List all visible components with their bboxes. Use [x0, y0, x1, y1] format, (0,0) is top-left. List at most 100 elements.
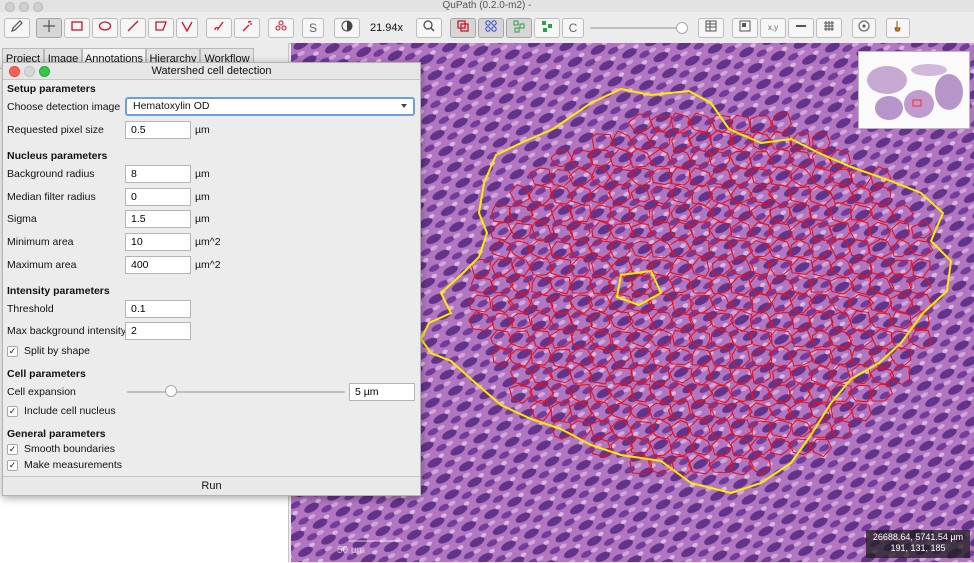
cell-outline — [769, 276, 795, 295]
cell-outline — [851, 364, 872, 385]
cell-outline — [729, 131, 752, 152]
background-radius-field[interactable] — [125, 165, 191, 183]
zoom-window-button[interactable] — [33, 2, 43, 12]
show-tma-grid-button[interactable] — [478, 18, 504, 38]
rectangle-tool-button[interactable] — [64, 18, 90, 38]
opacity-slider[interactable] — [590, 27, 686, 29]
cell-outline — [550, 367, 573, 384]
pencil-tool-button[interactable] — [4, 18, 30, 38]
split-by-shape-checkbox[interactable]: ✓ — [7, 346, 18, 357]
include-nucleus-checkbox[interactable]: ✓ — [7, 406, 18, 417]
show-scalebar-button[interactable] — [788, 18, 814, 38]
sigma-field[interactable] — [125, 210, 191, 228]
measurement-table-button[interactable] — [698, 18, 724, 38]
cell-outline — [590, 204, 612, 223]
contrast-icon — [341, 20, 353, 32]
pixel-size-unit: µm — [195, 124, 210, 136]
cell-detections — [468, 112, 934, 476]
cell-outline — [790, 256, 814, 275]
show-connections-button[interactable]: C — [562, 18, 584, 38]
log-viewer-button[interactable] — [886, 18, 910, 38]
overview-thumbnail[interactable] — [858, 51, 970, 129]
dialog-minimize-button[interactable] — [24, 66, 35, 77]
cell-outline — [570, 383, 592, 404]
dialog-close-button[interactable] — [9, 66, 20, 77]
opacity-slider-knob[interactable] — [676, 22, 688, 34]
zoom-level: 21.94x — [370, 22, 404, 34]
brightness-contrast-button[interactable] — [334, 18, 360, 38]
cell-outline — [891, 202, 915, 223]
polyline-icon — [181, 21, 193, 33]
show-grid-button[interactable] — [816, 18, 842, 38]
polyline-tool-button[interactable] — [176, 18, 198, 38]
sigma-unit: µm — [195, 213, 210, 225]
cell-outline — [730, 367, 753, 386]
threshold-field[interactable] — [125, 300, 191, 318]
make-measurements-checkbox[interactable]: ✓ — [7, 460, 18, 471]
move-tool-button[interactable] — [36, 18, 62, 38]
close-window-button[interactable] — [5, 2, 15, 12]
min-area-label: Minimum area — [7, 236, 74, 248]
cell-expansion-knob[interactable] — [164, 385, 177, 397]
show-detections-button[interactable] — [506, 18, 532, 38]
ellipse-tool-button[interactable] — [92, 18, 118, 38]
cell-outline — [589, 310, 611, 332]
checkmark-icon: ✓ — [8, 444, 17, 454]
points-icon — [275, 20, 287, 31]
pixel-size-field[interactable] — [125, 121, 191, 139]
selection-mode-button[interactable]: S — [302, 18, 324, 38]
max-bg-label: Max background intensity — [7, 325, 127, 337]
max-bg-field[interactable] — [125, 322, 191, 340]
max-area-field[interactable] — [125, 256, 191, 274]
cell-outline — [829, 277, 855, 295]
ellipse-icon — [98, 21, 112, 31]
max-area-label: Maximum area — [7, 259, 77, 271]
cell-expansion-slider[interactable] — [127, 391, 345, 393]
cell-outline — [668, 239, 691, 258]
cell-expansion-field[interactable] — [349, 383, 415, 401]
detection-image-select[interactable]: Hematoxylin OD — [125, 97, 415, 116]
cell-outline — [792, 313, 812, 330]
cell-outline — [671, 293, 695, 314]
smooth-boundaries-checkbox[interactable]: ✓ — [7, 444, 18, 455]
cell-outline — [728, 256, 753, 277]
cell-outline — [828, 222, 852, 241]
checkmark-icon: ✓ — [8, 460, 17, 470]
cell-outline — [729, 114, 751, 133]
cell-outline — [511, 312, 532, 330]
cell-outline — [869, 165, 892, 187]
show-location-button[interactable]: x,y — [760, 18, 786, 38]
cell-outline — [731, 346, 751, 369]
cell-outline — [850, 275, 872, 296]
zoom-to-fit-button[interactable] — [416, 18, 442, 38]
cell-outline — [709, 346, 731, 367]
line-tool-button[interactable] — [120, 18, 146, 38]
show-annotations-button[interactable] — [450, 18, 476, 38]
cell-outline — [889, 294, 913, 314]
dialog-zoom-button[interactable] — [39, 66, 50, 77]
cell-outline — [891, 238, 912, 258]
cell-outline — [790, 238, 811, 258]
cell-outline — [549, 294, 573, 314]
brush-tool-button[interactable] — [206, 18, 232, 38]
minimize-window-button[interactable] — [19, 2, 29, 12]
min-area-unit: µm^2 — [195, 236, 221, 248]
cell-outline — [868, 312, 892, 330]
cell-outline — [471, 274, 495, 294]
points-tool-button[interactable] — [268, 18, 294, 38]
pixel-classifier-button[interactable] — [852, 18, 876, 38]
pencil-icon — [11, 20, 23, 32]
wand-tool-button[interactable] — [234, 18, 260, 38]
median-filter-label: Median filter radius — [7, 191, 96, 203]
intensity-section-title: Intensity parameters — [7, 285, 110, 297]
polygon-tool-button[interactable] — [148, 18, 174, 38]
fill-detections-button[interactable] — [534, 18, 560, 38]
run-button[interactable]: Run — [3, 476, 420, 495]
cell-outline — [849, 310, 871, 333]
annotation-outline[interactable] — [419, 87, 953, 495]
cell-outline — [889, 365, 911, 386]
cell-outline — [669, 435, 694, 457]
show-overview-button[interactable] — [732, 18, 758, 38]
min-area-field[interactable] — [125, 233, 191, 251]
median-filter-field[interactable] — [125, 188, 191, 206]
